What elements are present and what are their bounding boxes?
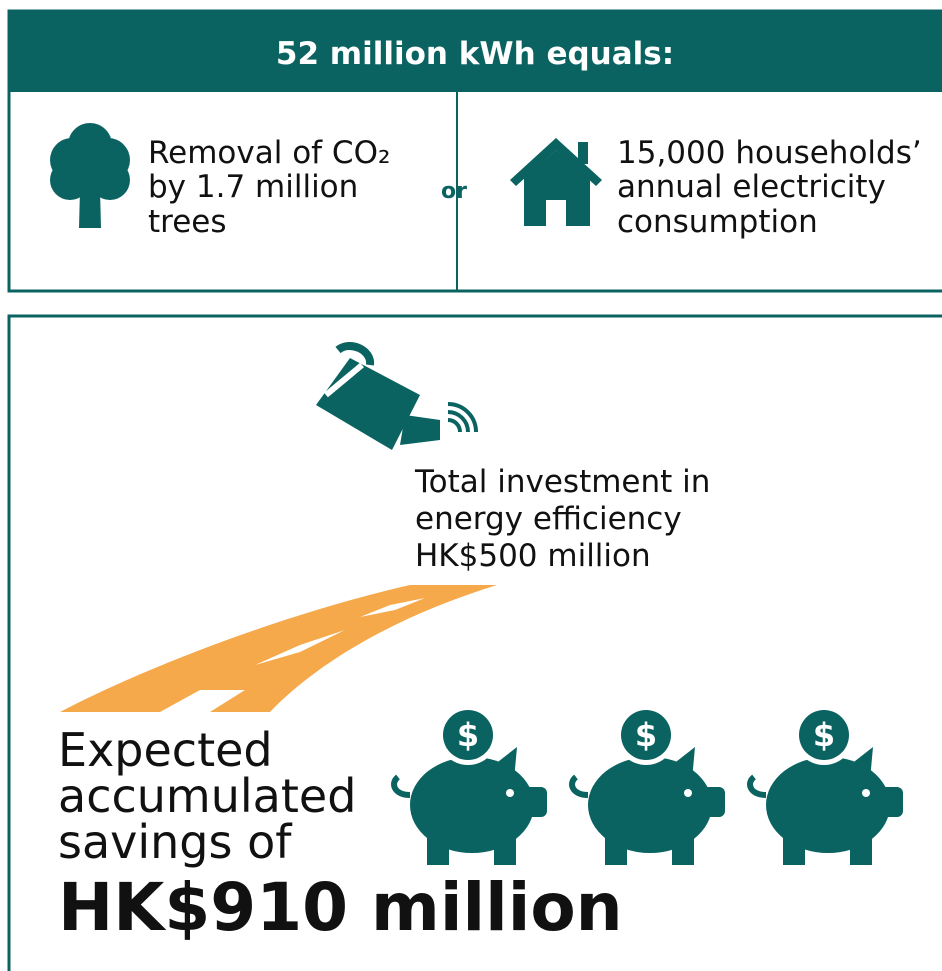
header-bar [8, 10, 942, 92]
savings-line: savings of [58, 815, 293, 869]
savings-line: accumulated [58, 769, 356, 823]
savings-line: Expected [58, 723, 273, 777]
header-title: 52 million kWh equals: [276, 36, 674, 72]
piggy-bank-icon [750, 705, 903, 865]
equivalent-line: annual electricity [617, 169, 886, 205]
equivalents-text: Removal of CO₂ by 1.7 million trees 15,0… [148, 135, 922, 240]
equivalent-line: consumption [617, 204, 818, 240]
equivalent-line: by 1.7 million [148, 169, 358, 205]
investment-text: Total investment in energy efficiency HK… [414, 464, 710, 574]
piggy-bank-icon [394, 705, 547, 865]
equivalent-line: 15,000 households’ [617, 135, 922, 171]
watering-can-icon [316, 342, 478, 450]
equivalent-line: Removal of CO₂ [148, 135, 390, 171]
savings-amount: HK$910 million [58, 869, 623, 946]
investment-line: energy efficiency [415, 501, 682, 537]
savings-text: Expected accumulated savings of [58, 723, 356, 869]
separator: or [441, 179, 467, 204]
investment-line: Total investment in [414, 464, 710, 500]
investment-line: HK$500 million [415, 538, 651, 574]
tree-icon [50, 123, 130, 228]
road-icon [60, 585, 497, 712]
savings-box [7, 314, 942, 971]
house-icon [510, 138, 602, 226]
piggy-bank-icon [572, 705, 725, 865]
equivalent-line: trees [148, 204, 227, 240]
